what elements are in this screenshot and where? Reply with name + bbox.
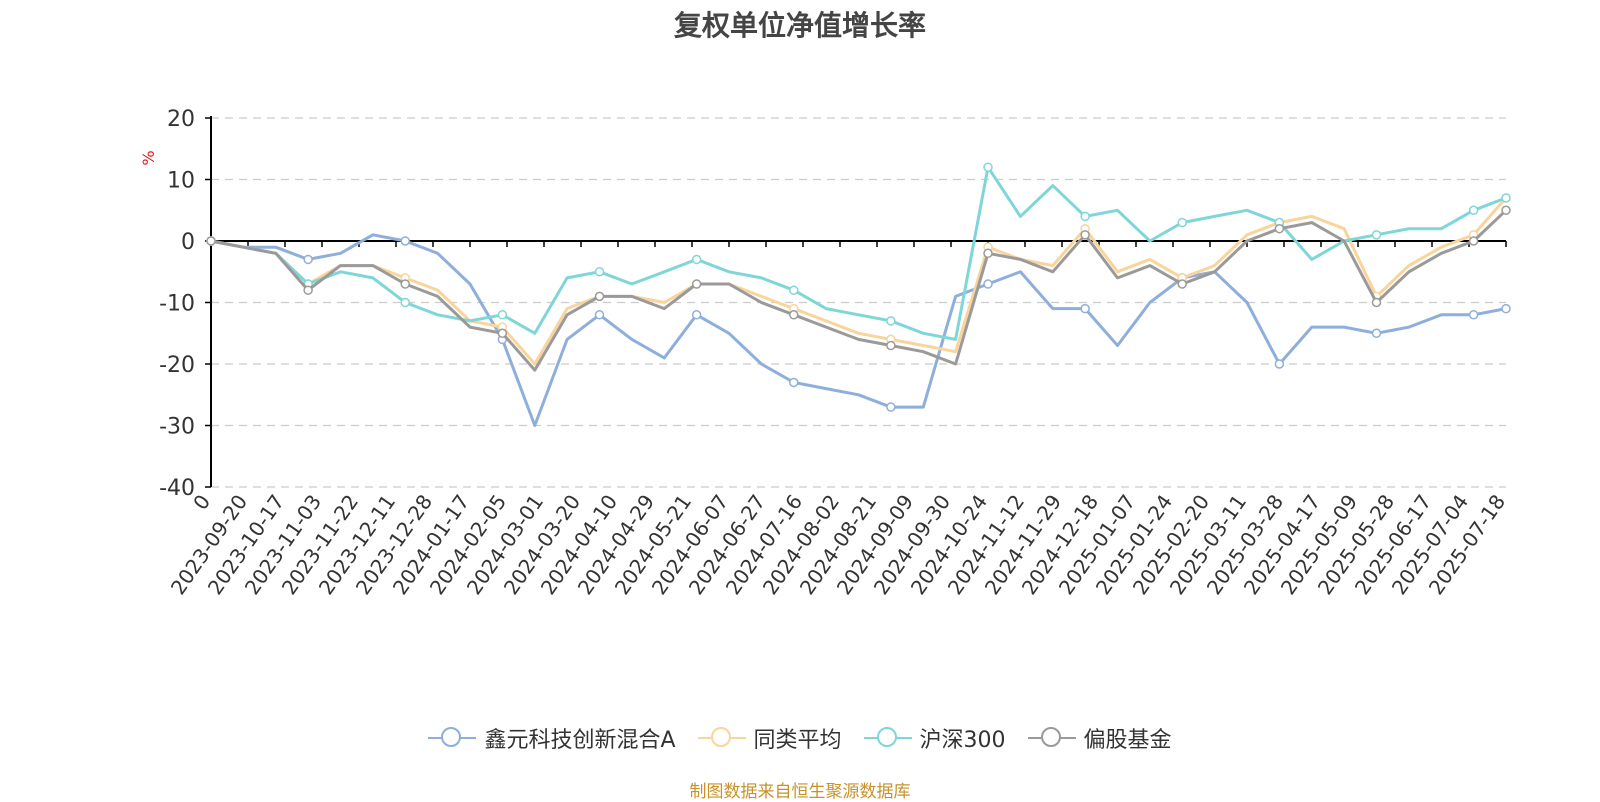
series-point	[1177, 217, 1187, 228]
chart-legend: 鑫元科技创新混合A 同类平均 沪深300 偏股基金	[0, 722, 1600, 754]
series-point	[1274, 359, 1285, 369]
y-tick-label: -20	[159, 353, 195, 378]
series-line	[210, 196, 1508, 366]
series-line	[210, 165, 1507, 341]
series-point	[594, 291, 605, 302]
y-tick-label: -40	[159, 476, 195, 501]
x-tick-label: 0	[188, 490, 215, 514]
series-point	[594, 267, 605, 277]
series-point	[1080, 303, 1090, 314]
series-point	[1468, 205, 1479, 215]
legend-csi300-icon	[863, 725, 912, 751]
legend-fund-icon	[428, 725, 477, 751]
series-point	[594, 310, 605, 320]
chart-title: 复权单位净值增长率	[673, 9, 926, 42]
series-point	[983, 162, 993, 172]
series-point	[1080, 230, 1090, 240]
legend-item-fund[interactable]: 鑫元科技创新混合A	[428, 722, 676, 754]
series-point	[1501, 303, 1511, 314]
series-point	[1371, 230, 1382, 240]
series-point	[691, 279, 702, 289]
y-tick-label: 10	[167, 169, 195, 194]
series-point	[789, 377, 799, 388]
series-point	[983, 248, 993, 259]
series-point	[983, 279, 993, 289]
y-tick-label: -30	[159, 415, 195, 440]
legend-label: 同类平均	[753, 728, 842, 753]
series-line	[210, 233, 1507, 427]
series-point	[1371, 297, 1382, 308]
series-point	[691, 310, 702, 320]
y-axis-unit: %	[139, 150, 158, 165]
series-point	[886, 316, 896, 326]
series-point	[1501, 193, 1511, 203]
legend-peer-icon	[697, 725, 746, 751]
series-line	[210, 209, 1508, 372]
series-point	[497, 310, 508, 320]
series-point	[1371, 328, 1382, 338]
series-point	[789, 285, 799, 295]
legend-item-peer-average[interactable]: 同类平均	[697, 722, 842, 754]
y-tick-label: 0	[181, 230, 195, 255]
series-point	[691, 254, 702, 265]
series-point	[400, 297, 410, 308]
series-point	[400, 236, 410, 246]
legend-item-csi300[interactable]: 沪深300	[863, 722, 1006, 754]
y-tick-label: 20	[167, 107, 195, 132]
legend-label: 偏股基金	[1083, 728, 1172, 753]
data-source-note: 制图数据来自恒生聚源数据库	[689, 782, 911, 802]
legend-equity-icon	[1027, 725, 1076, 751]
series-point	[789, 310, 799, 320]
y-tick-label: -10	[159, 292, 195, 317]
series-point	[1274, 223, 1285, 234]
series-point	[303, 254, 313, 265]
series-point	[1501, 205, 1511, 215]
series-point	[400, 279, 410, 289]
series-point	[303, 285, 313, 295]
series-point	[1468, 310, 1479, 320]
series-point	[1080, 211, 1090, 222]
series-point	[1177, 279, 1187, 289]
series-point	[497, 328, 508, 338]
series-point	[886, 340, 896, 351]
line-chart: 20100-10-20-30-40%02023-09-202023-10-172…	[139, 107, 1511, 599]
series-point	[886, 402, 896, 412]
legend-item-equity-funds[interactable]: 偏股基金	[1027, 722, 1172, 754]
series-point	[1468, 236, 1479, 246]
legend-label: 沪深300	[919, 728, 1006, 753]
series-point	[206, 236, 216, 246]
legend-label: 鑫元科技创新混合A	[484, 728, 676, 753]
